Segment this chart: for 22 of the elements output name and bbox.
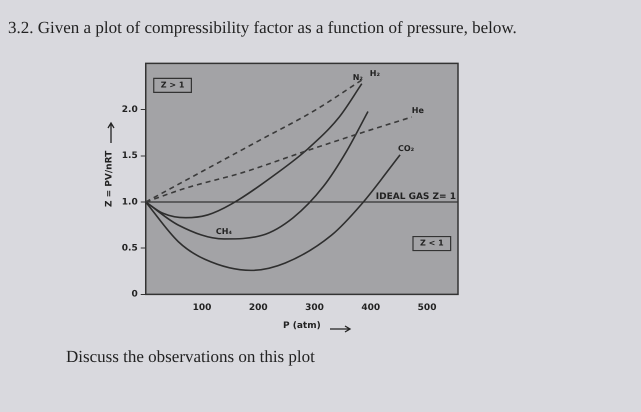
x-tick-label: 100 [192,303,212,314]
y-tick-label: 0 [131,290,138,300]
y-tick-label: 1.5 [122,151,138,162]
x-tick-label: 300 [305,303,324,314]
chart-title: 3.2. Given a plot of compressibility factor as a function of pressure, below. [8,18,517,38]
series-label: He [412,106,424,116]
ref-line-label: IDEAL GAS Z= 1 [376,192,456,202]
x-tick-label: 500 [418,303,436,314]
series-label: H₂ [370,69,380,78]
annotation: Z < 1 [420,238,444,248]
annotation: Z > 1 [160,80,185,90]
y-tick-label: 0.5 [122,244,138,254]
text: Discuss the observations on this plot [66,347,315,367]
series-label: N₂ [352,72,364,82]
x-tick-label: 400 [361,303,380,314]
x-axis-title: P (atm) [283,320,321,331]
y-tick-label: 2.0 [122,104,138,115]
y-axis-title: Z = PV/nRT [104,150,115,208]
series-label: CH₄ [216,227,232,236]
x-tick-label: 200 [248,303,268,314]
series-label: CO₂ [398,144,415,153]
y-tick-label: 1.0 [122,197,138,208]
